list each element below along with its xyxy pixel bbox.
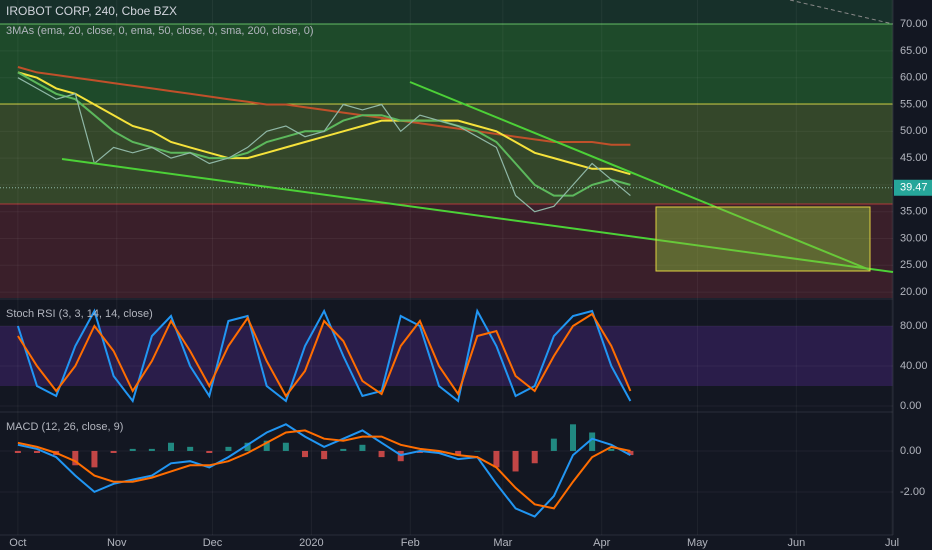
indicator-label: Stoch RSI (3, 3, 14, 14, close) [6,308,153,320]
y-tick-label: 0.00 [900,445,921,457]
indicator-label: 3MAs (ema, 20, close, 0, ema, 50, close,… [6,25,314,37]
y-tick-label: 55.00 [900,98,928,110]
histogram-bar [627,450,634,456]
dashed-line [789,0,894,25]
histogram-bar [531,450,538,464]
y-tick-label: 20.00 [900,286,928,298]
x-tick-label: Jul [885,537,899,549]
histogram-bar [493,450,500,468]
y-tick-label: 65.00 [900,45,928,57]
x-tick-label: Apr [593,537,610,549]
histogram-bar [244,442,251,451]
y-tick-label: 45.00 [900,152,928,164]
histogram-bar [340,448,347,451]
histogram-bar [72,450,79,466]
histogram-bar [91,450,98,468]
zone-green [0,24,893,104]
x-tick-label: Nov [107,537,127,549]
y-tick-label: 60.00 [900,72,928,84]
histogram-bar [455,450,462,456]
zone-olive [0,104,893,204]
histogram-bar [110,450,117,453]
last-price-tag [894,179,932,196]
y-tick-label: 30.00 [900,232,928,244]
histogram-bar [187,446,194,451]
histogram-bar [608,448,615,451]
x-tick-label: Oct [9,537,26,549]
histogram-bar [474,450,481,452]
y-tick-label: 80.00 [900,320,928,332]
histogram-bar [589,432,596,451]
y-tick-label: 25.00 [900,259,928,271]
y-tick-label: 0.00 [900,400,921,412]
trend-line [61,158,894,273]
histogram-bar [206,450,213,453]
histogram-bar [570,424,577,451]
histogram-bar [14,450,21,453]
y-tick-label: 70.00 [900,18,928,30]
x-tick-label: Jun [787,537,805,549]
histogram-bar [168,442,175,451]
series-line [16,308,632,404]
x-tick-label: Dec [203,537,223,549]
target-box [655,206,871,272]
histogram-bar [302,450,309,458]
histogram-bar [225,446,232,451]
histogram-bar [359,444,366,451]
y-tick-label: 35.00 [900,206,928,218]
x-tick-label: 2020 [299,537,323,549]
zone-top [0,0,893,24]
symbol-title: IROBOT CORP, 240, Cboe BZX [6,4,177,18]
series-line [17,71,631,176]
series-line [17,312,632,398]
y-tick-label: 40.00 [900,360,928,372]
y-tick-label: -2.00 [900,486,925,498]
histogram-bar [512,450,519,472]
series-line [17,429,631,510]
plots [0,0,893,535]
series-line [17,66,631,146]
indicator-label: MACD (12, 26, close, 9) [6,421,123,433]
histogram-bar [321,450,328,460]
y-tick-label: 50.00 [900,125,928,137]
histogram-bar [148,448,155,451]
histogram-bar [378,450,385,458]
last-price-label: 39.47 [900,182,928,194]
histogram-bar [129,448,136,451]
series-line [17,77,631,213]
histogram-bar [282,442,289,451]
x-tick-label: Mar [493,537,512,549]
histogram-bar [34,450,41,453]
x-tick-label: May [687,537,708,549]
histogram-bar [263,440,270,451]
histogram-bar [550,438,557,451]
trend-line [409,81,871,271]
x-tick-label: Feb [401,537,420,549]
